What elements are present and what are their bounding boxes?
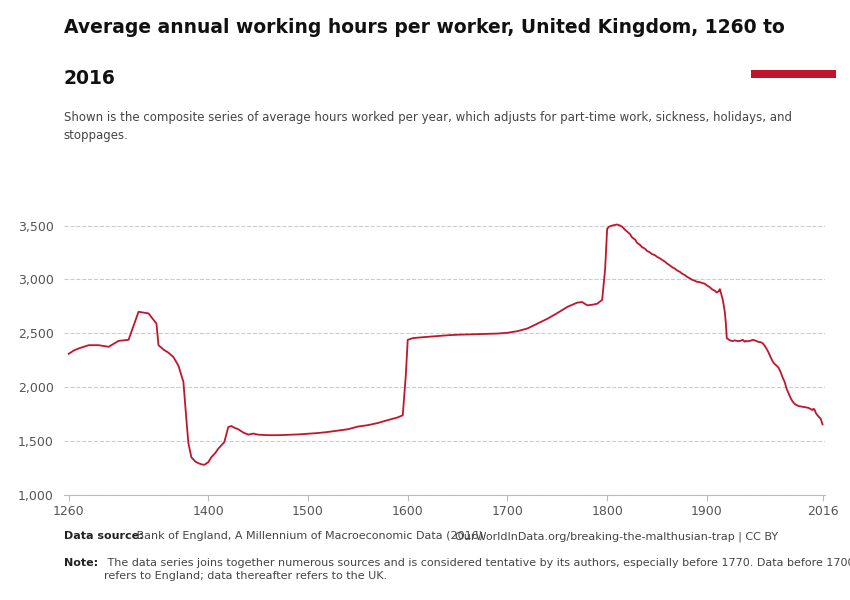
Text: The data series joins together numerous sources and is considered tentative by i: The data series joins together numerous … <box>104 558 850 581</box>
Bar <box>751 70 836 78</box>
Text: Note:: Note: <box>64 558 98 568</box>
Text: Data source:: Data source: <box>64 531 144 541</box>
Text: Our World: Our World <box>763 32 823 42</box>
Text: 2016: 2016 <box>64 69 116 88</box>
Text: Bank of England, A Millennium of Macroeconomic Data (2016): Bank of England, A Millennium of Macroec… <box>133 531 484 541</box>
Text: Average annual working hours per worker, United Kingdom, 1260 to: Average annual working hours per worker,… <box>64 18 785 37</box>
Text: Shown is the composite series of average hours worked per year, which adjusts fo: Shown is the composite series of average… <box>64 111 791 142</box>
Text: OurWorldInData.org/breaking-the-malthusian-trap | CC BY: OurWorldInData.org/breaking-the-malthusi… <box>455 531 778 541</box>
Text: in Data: in Data <box>772 50 814 60</box>
